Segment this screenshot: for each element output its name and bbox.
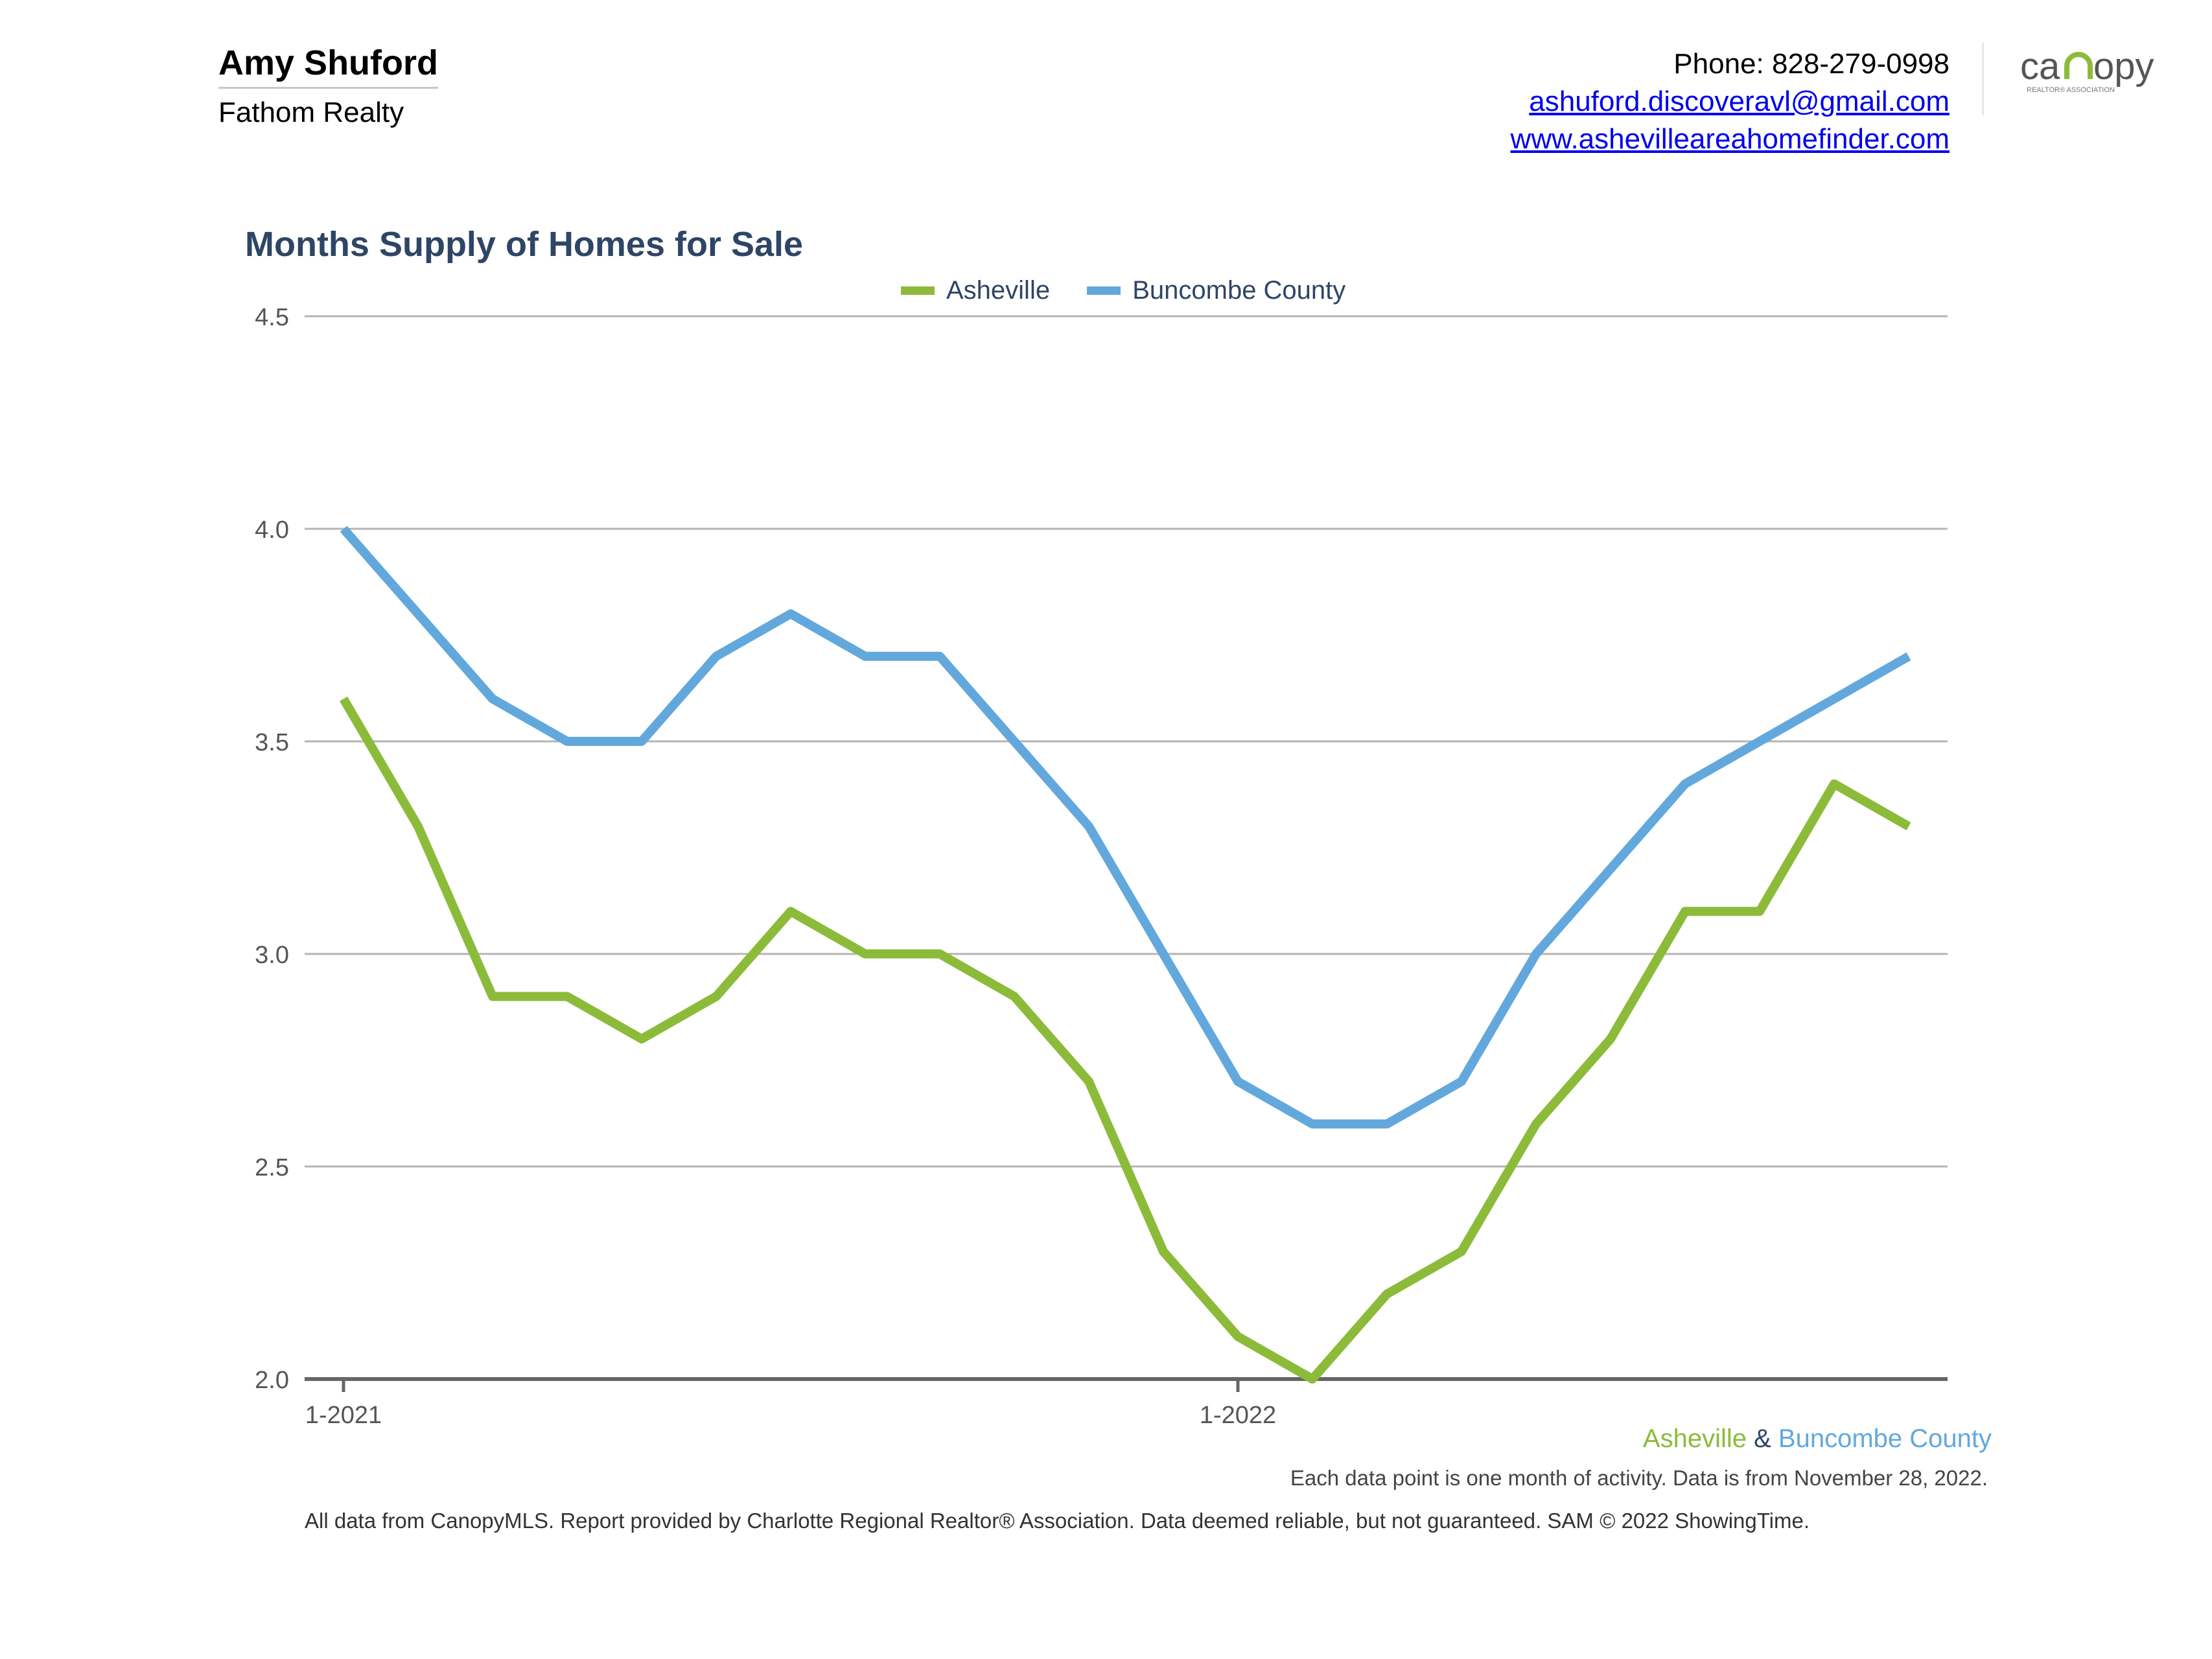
email-link[interactable]: ashuford.discoveravl@gmail.com (1529, 86, 1950, 117)
logo-text: ca (2020, 45, 2060, 87)
y-tick-label: 2.0 (255, 1367, 289, 1394)
chart-title: Months Supply of Homes for Sale (245, 225, 804, 264)
legend-label-asheville: Asheville (946, 276, 1051, 305)
legend-label-buncombe: Buncombe County (1132, 276, 1346, 305)
footer-legend: Asheville & Buncombe County (1643, 1424, 1992, 1454)
x-tick-label: 1-2021 (305, 1402, 382, 1429)
footer-note: Each data point is one month of activity… (1290, 1466, 1988, 1490)
legend-swatch-buncombe (1087, 286, 1121, 295)
y-tick-label: 3.5 (255, 729, 289, 756)
footer-legend-amp: & (1754, 1424, 1771, 1453)
website-link[interactable]: www.ashevilleareahomefinder.com (1510, 123, 1950, 155)
y-tick-label: 4.5 (255, 304, 289, 331)
footer-legend-buncombe: Buncombe County (1778, 1424, 1992, 1453)
footer-disclaimer: All data from CanopyMLS. Report provided… (305, 1509, 1810, 1533)
y-tick-label: 2.5 (255, 1154, 289, 1181)
y-tick-label: 3.0 (255, 942, 289, 969)
agent-name: Amy Shuford (218, 43, 439, 89)
legend-item-asheville: Asheville (901, 276, 1050, 305)
series-line-asheville (339, 696, 1911, 1384)
legend-item-buncombe: Buncombe County (1087, 276, 1345, 305)
agent-info: Amy Shuford Fathom Realty (218, 43, 439, 129)
phone-number: Phone: 828-279-0998 (1673, 48, 1950, 80)
x-tick-label: 1-2022 (1200, 1402, 1276, 1429)
chart-legend: Asheville Buncombe County (901, 272, 1375, 305)
series-line-buncombe (340, 526, 1911, 1129)
header-divider (1982, 43, 1984, 115)
contact-info: Phone: 828-279-0998 ashuford.discoveravl… (1511, 45, 1950, 158)
footer-legend-asheville: Asheville (1642, 1424, 1747, 1453)
logo-arch-icon (2064, 52, 2093, 79)
logo-subtext: REALTOR® ASSOCIATION (2027, 86, 2115, 94)
agent-company: Fathom Realty (218, 97, 404, 129)
legend-swatch-asheville (901, 286, 935, 295)
y-tick-label: 4.0 (255, 516, 289, 544)
canopy-logo: ca opy REALTOR® ASSOCIATION (2020, 45, 2154, 94)
svg-text:opy: opy (2093, 45, 2154, 87)
